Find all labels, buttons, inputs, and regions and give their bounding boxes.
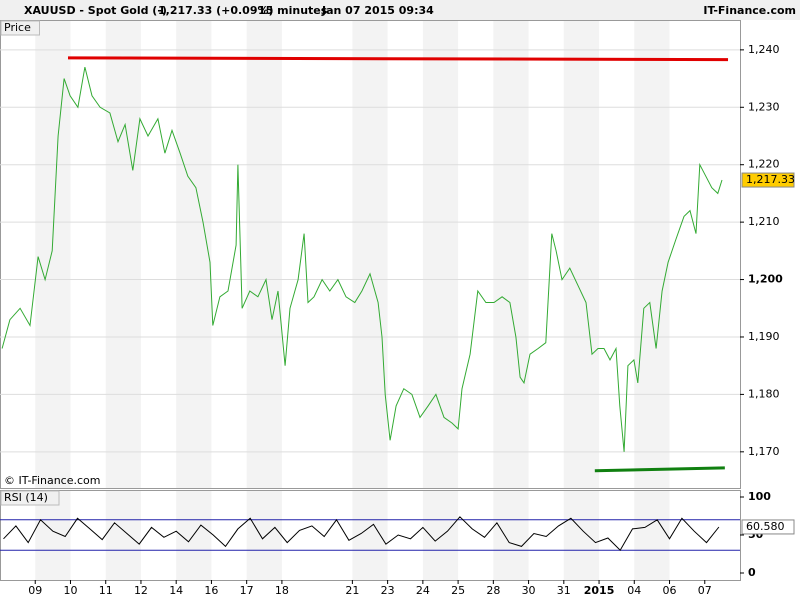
x-tick-label: 25 — [451, 584, 465, 597]
rsi-line — [3, 516, 720, 552]
y-tick-label: 0 — [748, 566, 756, 579]
symbol: XAUUSD - Spot Gold (-) — [24, 4, 167, 17]
y-tick-label: 100 — [748, 490, 771, 503]
day-band — [634, 20, 670, 488]
day-band — [176, 20, 212, 488]
x-tick-label: 23 — [381, 584, 395, 597]
day-band — [563, 20, 600, 488]
x-tick-label: 11 — [99, 584, 113, 597]
day-band — [35, 20, 71, 488]
y-tick-label: 1,170 — [748, 445, 780, 458]
last-value-label: 60.580 — [746, 520, 785, 533]
y-tick-label: 1,180 — [748, 387, 780, 400]
day-band — [105, 490, 141, 580]
day-band — [105, 20, 141, 488]
x-tick-label: 18 — [275, 584, 289, 597]
day-band — [563, 490, 600, 580]
day-band — [493, 490, 529, 580]
pane-title-box — [0, 20, 40, 36]
last-value-tag — [741, 172, 795, 188]
x-tick-label: 30 — [522, 584, 536, 597]
quote: 1,217.33 (+0.09%) — [158, 4, 274, 17]
x-tick-label: 14 — [169, 584, 183, 597]
trend-line — [68, 56, 729, 62]
y-tick-label: 1,230 — [748, 100, 780, 113]
x-tick-label: 17 — [240, 584, 254, 597]
day-band — [422, 490, 459, 580]
x-tick-label: 06 — [663, 584, 677, 597]
day-band — [422, 20, 459, 488]
day-band — [493, 20, 529, 488]
x-tick-label: 28 — [486, 584, 500, 597]
x-tick-label: 10 — [63, 584, 77, 597]
y-tick-label: 1,200 — [748, 273, 783, 286]
x-tick-label: 31 — [557, 584, 571, 597]
interval: 15 minutes — [258, 4, 328, 17]
y-tick-label: 1,190 — [748, 330, 780, 343]
day-band — [352, 20, 388, 488]
x-tick-label: 07 — [698, 584, 712, 597]
last-value-tag — [741, 519, 795, 535]
watermark: © IT-Finance.com — [4, 474, 101, 487]
x-tick-label: 2015 — [584, 584, 615, 597]
x-tick-label: 09 — [28, 584, 42, 597]
pane-title-box — [0, 490, 60, 506]
day-band — [246, 20, 282, 488]
x-tick-label: 04 — [627, 584, 641, 597]
pane-title: RSI (14) — [4, 491, 48, 504]
trend-line — [594, 466, 725, 473]
y-tick-label: 1,220 — [748, 158, 780, 171]
pane-title: Price — [4, 21, 31, 34]
x-tick-label: 21 — [345, 584, 359, 597]
x-tick-label: 12 — [134, 584, 148, 597]
brand: IT-Finance.com — [703, 4, 796, 17]
last-value-label: 1,217.33 — [746, 173, 795, 186]
x-tick-label: 16 — [204, 584, 218, 597]
day-band — [246, 490, 282, 580]
pane-border — [0, 20, 741, 489]
day-band — [634, 490, 670, 580]
x-tick-label: 24 — [416, 584, 430, 597]
datetime: Jan 07 2015 09:34 — [321, 4, 434, 17]
y-tick-label: 1,210 — [748, 215, 780, 228]
y-tick-label: 1,240 — [748, 43, 780, 56]
header-bar — [0, 0, 800, 20]
price-line — [1, 66, 723, 452]
